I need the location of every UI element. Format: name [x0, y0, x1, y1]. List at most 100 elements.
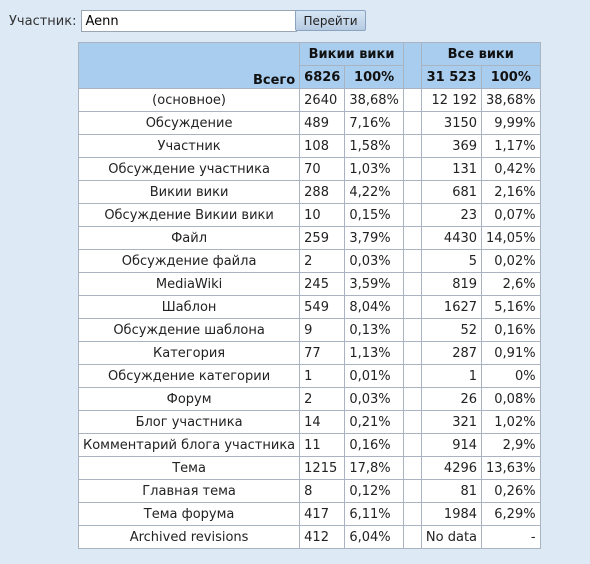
all-percent: 0,02%: [481, 249, 541, 273]
namespace-name: Участник: [77, 134, 301, 158]
namespace-name: MediaWiki: [77, 272, 301, 296]
namespace-name: Викии вики: [77, 180, 301, 204]
wikia-count: 2640: [299, 88, 346, 112]
namespace-name: Файл: [77, 226, 301, 250]
wikia-percent: 0,03%: [344, 249, 404, 273]
all-percent: 6,29%: [481, 502, 541, 526]
all-count: 3150: [420, 111, 483, 135]
table-row: Файл 259 3,79% 4430 14,05%: [77, 226, 541, 250]
go-button[interactable]: Перейти: [295, 10, 366, 31]
all-count: No data: [420, 525, 483, 549]
all-count: 12 192: [420, 88, 483, 112]
table-row: Обсуждение категории 1 0,01% 1 0%: [77, 364, 541, 388]
table-row: Тема форума 417 6,11% 1984 6,29%: [77, 502, 541, 526]
wikia-count: 2: [299, 249, 346, 273]
all-percent: -: [481, 525, 541, 549]
wikia-count: 2: [299, 387, 346, 411]
column-gap: [402, 387, 422, 411]
wikia-count: 10: [299, 203, 346, 227]
table-row: Викии вики 288 4,22% 681 2,16%: [77, 180, 541, 204]
all-count: 26: [420, 387, 483, 411]
namespace-name: Тема: [77, 456, 301, 480]
all-count: 369: [420, 134, 483, 158]
total-all-count: 31 523: [420, 65, 483, 89]
wikia-percent: 17,8%: [344, 456, 404, 480]
wikia-percent: 1,13%: [344, 341, 404, 365]
wikia-percent: 0,03%: [344, 387, 404, 411]
table-row: Категория 77 1,13% 287 0,91%: [77, 341, 541, 365]
namespace-name: Обсуждение файла: [77, 249, 301, 273]
wikia-count: 412: [299, 525, 346, 549]
user-input[interactable]: [81, 10, 298, 32]
wikia-count: 108: [299, 134, 346, 158]
namespace-name: Шаблон: [77, 295, 301, 319]
wikia-count: 549: [299, 295, 346, 319]
column-gap: [402, 295, 422, 319]
wikia-percent: 0,15%: [344, 203, 404, 227]
table-row: Тема 1215 17,8% 4296 13,63%: [77, 456, 541, 480]
table-row: Обсуждение файла 2 0,03% 5 0,02%: [77, 249, 541, 273]
all-percent: 2,16%: [481, 180, 541, 204]
total-all-pct: 100%: [481, 65, 541, 89]
namespace-name: Обсуждение: [77, 111, 301, 135]
column-gap: [402, 410, 422, 434]
table-row: (основное) 2640 38,68% 12 192 38,68%: [77, 88, 541, 112]
column-gap: [402, 272, 422, 296]
table-row: Комментарий блога участника 11 0,16% 914 2,9…: [77, 433, 541, 457]
namespace-name: Обсуждение участника: [77, 157, 301, 181]
table-row: Обсуждение шаблона 9 0,13% 52 0,16%: [77, 318, 541, 342]
all-count: 5: [420, 249, 483, 273]
all-percent: 0,16%: [481, 318, 541, 342]
wikia-count: 1215: [299, 456, 346, 480]
wikia-count: 14: [299, 410, 346, 434]
all-percent: 0,07%: [481, 203, 541, 227]
all-count: 131: [420, 157, 483, 181]
table-row: Форум 2 0,03% 26 0,08%: [77, 387, 541, 411]
table-row: MediaWiki 245 3,59% 819 2,6%: [77, 272, 541, 296]
namespace-rows: (основное) 2640 38,68% 12 192 38,68% Обсужден…: [77, 88, 541, 549]
total-label: Всего: [77, 42, 301, 89]
column-gap: [402, 502, 422, 526]
all-count: 1: [420, 364, 483, 388]
column-gap: [402, 180, 422, 204]
all-count: 287: [420, 341, 483, 365]
wikia-percent: 8,04%: [344, 295, 404, 319]
wikia-percent: 3,59%: [344, 272, 404, 296]
all-percent: 0,42%: [481, 157, 541, 181]
column-gap: [402, 525, 422, 549]
column-gap: [402, 42, 422, 89]
all-percent: 38,68%: [481, 88, 541, 112]
namespace-name: Блог участника: [77, 410, 301, 434]
all-percent: 1,17%: [481, 134, 541, 158]
table-row: Обсуждение 489 7,16% 3150 9,99%: [77, 111, 541, 135]
wikia-count: 1: [299, 364, 346, 388]
user-label: Участник:: [9, 13, 77, 29]
wikia-count: 288: [299, 180, 346, 204]
namespace-name: Форум: [77, 387, 301, 411]
wikia-percent: 38,68%: [344, 88, 404, 112]
column-gap: [402, 134, 422, 158]
column-gap: [402, 249, 422, 273]
total-wikia-count: 6826: [299, 65, 346, 89]
total-wikia-pct: 100%: [344, 65, 404, 89]
all-count: 52: [420, 318, 483, 342]
namespace-name: Обсуждение категории: [77, 364, 301, 388]
table-row: Главная тема 8 0,12% 81 0,26%: [77, 479, 541, 503]
wikia-count: 8: [299, 479, 346, 503]
table-row: Участник 108 1,58% 369 1,17%: [77, 134, 541, 158]
all-count: 1984: [420, 502, 483, 526]
wikia-count: 11: [299, 433, 346, 457]
wikia-percent: 0,16%: [344, 433, 404, 457]
wikia-percent: 1,03%: [344, 157, 404, 181]
table-row: Archived revisions 412 6,04% No data -: [77, 525, 541, 549]
table-row: Блог участника 14 0,21% 321 1,02%: [77, 410, 541, 434]
user-search-bar: Участник:: [9, 9, 298, 33]
all-percent: 5,16%: [481, 295, 541, 319]
contributions-table: Всего Викии вики Все вики 6826 100% 31 5…: [77, 42, 541, 549]
namespace-name: Archived revisions: [77, 525, 301, 549]
column-gap: [402, 364, 422, 388]
column-gap: [402, 479, 422, 503]
all-percent: 2,6%: [481, 272, 541, 296]
all-percent: 14,05%: [481, 226, 541, 250]
wikia-count: 489: [299, 111, 346, 135]
